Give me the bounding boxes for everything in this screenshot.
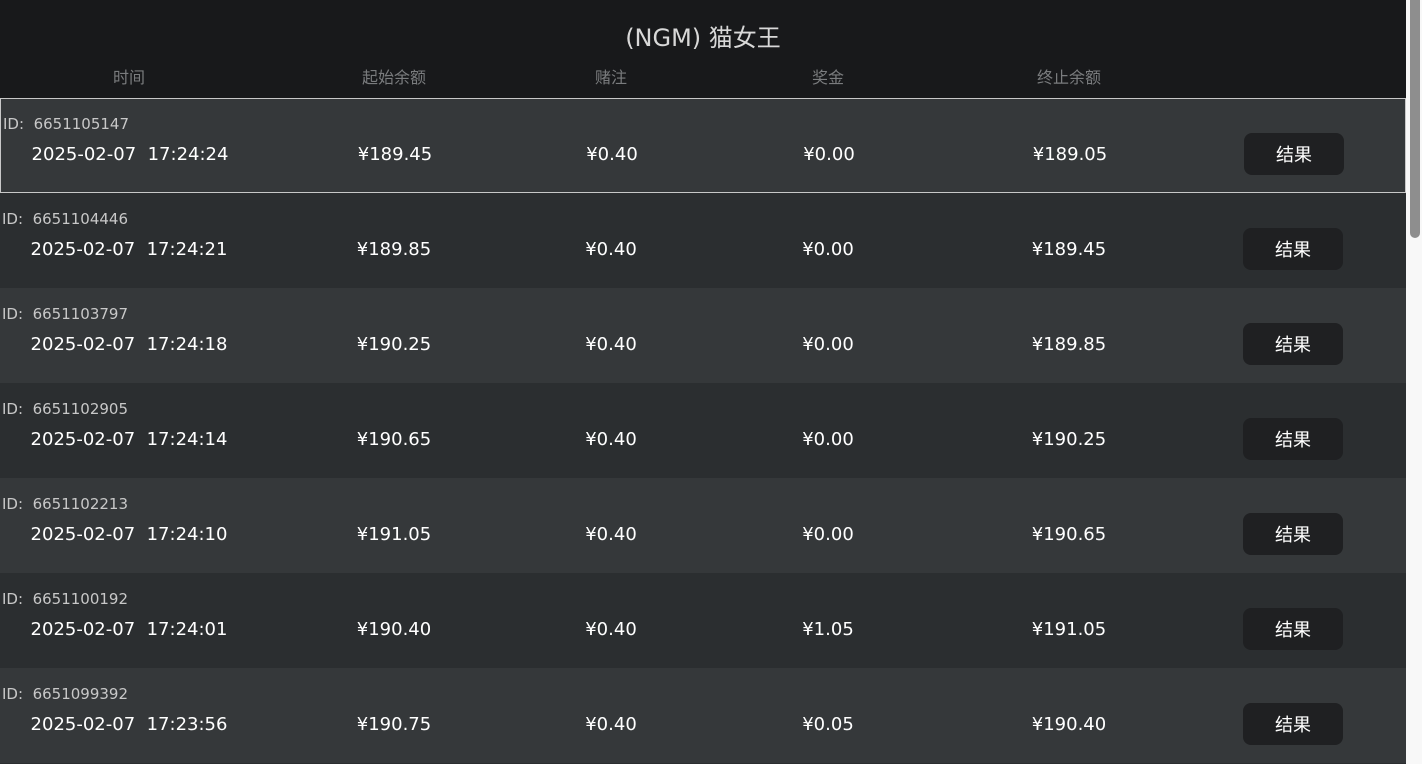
page-title: (NGM) 猫女王	[625, 24, 781, 52]
result-button[interactable]: 结果	[1244, 133, 1344, 175]
round-id: ID: 6651104446	[2, 210, 129, 228]
result-button[interactable]: 结果	[1243, 418, 1343, 460]
result-button[interactable]: 结果	[1243, 323, 1343, 365]
start-balance-cell: ¥190.40	[356, 619, 432, 640]
scrollbar[interactable]	[1406, 0, 1422, 764]
bet-cell: ¥0.40	[585, 334, 637, 355]
start-balance-cell: ¥189.85	[356, 239, 432, 260]
end-balance-cell: ¥189.85	[1031, 334, 1107, 355]
start-balance-cell: ¥189.45	[357, 144, 433, 165]
time-cell: 2025-02-07 17:24:10	[30, 524, 228, 545]
header: (NGM) 猫女王 时间 起始余额 赌注 奖金 终止余额	[0, 0, 1406, 98]
start-balance-cell: ¥190.75	[356, 714, 432, 735]
bet-cell: ¥0.40	[585, 714, 637, 735]
table-row[interactable]: ID: 6651103797 2025-02-07 17:24:18 ¥190.25…	[0, 288, 1406, 383]
round-id: ID: 6651102905	[2, 400, 129, 418]
win-cell: ¥0.00	[803, 144, 855, 165]
round-id: ID: 6651105147	[3, 115, 130, 133]
bet-cell: ¥0.40	[585, 619, 637, 640]
time-cell: 2025-02-07 17:24:21	[30, 239, 228, 260]
round-id: ID: 6651100192	[2, 590, 129, 608]
start-balance-cell: ¥190.65	[356, 429, 432, 450]
time-cell: 2025-02-07 17:24:24	[31, 144, 229, 165]
time-cell: 2025-02-07 17:24:01	[30, 619, 228, 640]
time-cell: 2025-02-07 17:24:14	[30, 429, 228, 450]
bet-cell: ¥0.40	[586, 144, 638, 165]
table-row[interactable]: ID: 6651099392 2025-02-07 17:23:56 ¥190.75…	[0, 668, 1406, 763]
table-row[interactable]: ID: 6651104446 2025-02-07 17:24:21 ¥189.85…	[0, 193, 1406, 288]
bet-cell: ¥0.40	[585, 239, 637, 260]
history-list: ID: 6651105147 2025-02-07 17:24:24 ¥189.45…	[0, 98, 1406, 763]
column-bet: 赌注	[594, 68, 628, 87]
table-row[interactable]: ID: 6651100192 2025-02-07 17:24:01 ¥190.40…	[0, 573, 1406, 668]
win-cell: ¥0.00	[802, 429, 854, 450]
column-end-balance: 终止余额	[1036, 68, 1102, 87]
column-start-balance: 起始余额	[361, 68, 427, 87]
end-balance-cell: ¥190.40	[1031, 714, 1107, 735]
table-row[interactable]: ID: 6651102905 2025-02-07 17:24:14 ¥190.65…	[0, 383, 1406, 478]
end-balance-cell: ¥190.65	[1031, 524, 1107, 545]
bet-cell: ¥0.40	[585, 429, 637, 450]
column-time: 时间	[112, 68, 146, 87]
end-balance-cell: ¥191.05	[1031, 619, 1107, 640]
end-balance-cell: ¥189.45	[1031, 239, 1107, 260]
win-cell: ¥0.00	[802, 239, 854, 260]
result-button[interactable]: 结果	[1243, 228, 1343, 270]
win-cell: ¥0.00	[802, 334, 854, 355]
start-balance-cell: ¥191.05	[356, 524, 432, 545]
round-id: ID: 6651102213	[2, 495, 129, 513]
result-button[interactable]: 结果	[1243, 513, 1343, 555]
end-balance-cell: ¥189.05	[1032, 144, 1108, 165]
table-row[interactable]: ID: 6651105147 2025-02-07 17:24:24 ¥189.45…	[0, 98, 1406, 193]
win-cell: ¥1.05	[802, 619, 854, 640]
result-button[interactable]: 结果	[1243, 608, 1343, 650]
result-button[interactable]: 结果	[1243, 703, 1343, 745]
start-balance-cell: ¥190.25	[356, 334, 432, 355]
column-win: 奖金	[811, 68, 845, 87]
scrollbar-thumb[interactable]	[1410, 0, 1420, 238]
win-cell: ¥0.00	[802, 524, 854, 545]
win-cell: ¥0.05	[802, 714, 854, 735]
bet-cell: ¥0.40	[585, 524, 637, 545]
end-balance-cell: ¥190.25	[1031, 429, 1107, 450]
time-cell: 2025-02-07 17:23:56	[30, 714, 228, 735]
round-id: ID: 6651099392	[2, 685, 129, 703]
table-row[interactable]: ID: 6651102213 2025-02-07 17:24:10 ¥191.05…	[0, 478, 1406, 573]
time-cell: 2025-02-07 17:24:18	[30, 334, 228, 355]
column-headers: 时间 起始余额 赌注 奖金 终止余额	[0, 64, 1406, 88]
round-id: ID: 6651103797	[2, 305, 129, 323]
